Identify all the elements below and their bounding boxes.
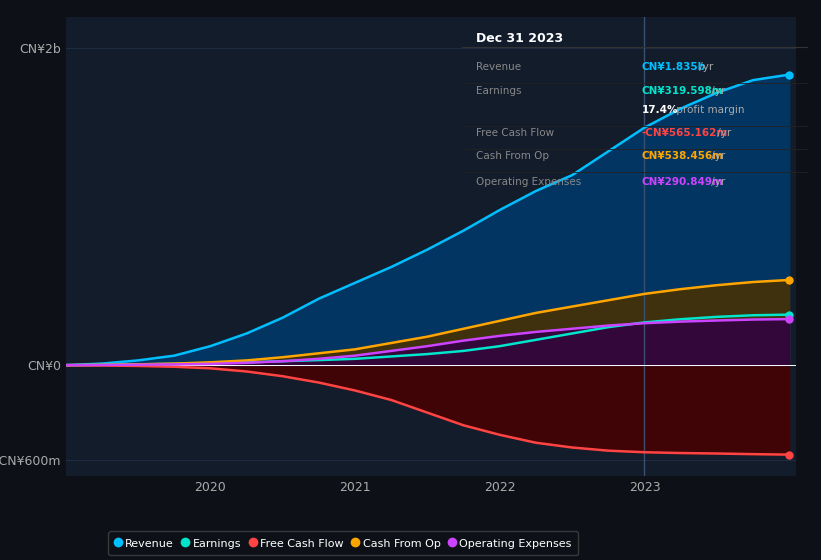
- Text: /yr: /yr: [708, 151, 725, 161]
- Text: Free Cash Flow: Free Cash Flow: [476, 128, 554, 138]
- Text: Cash From Op: Cash From Op: [476, 151, 549, 161]
- Text: 17.4%: 17.4%: [641, 105, 678, 115]
- Text: Earnings: Earnings: [476, 86, 521, 96]
- Text: /yr: /yr: [713, 128, 731, 138]
- Text: Revenue: Revenue: [476, 62, 521, 72]
- Text: /yr: /yr: [708, 86, 725, 96]
- Text: CN¥319.598m: CN¥319.598m: [641, 86, 723, 96]
- Text: profit margin: profit margin: [672, 105, 744, 115]
- Text: CN¥1.835b: CN¥1.835b: [641, 62, 706, 72]
- Legend: Revenue, Earnings, Free Cash Flow, Cash From Op, Operating Expenses: Revenue, Earnings, Free Cash Flow, Cash …: [108, 531, 578, 556]
- Text: /yr: /yr: [708, 176, 725, 186]
- Text: CN¥538.456m: CN¥538.456m: [641, 151, 723, 161]
- Text: CN¥290.849m: CN¥290.849m: [641, 176, 723, 186]
- Text: -CN¥565.162m: -CN¥565.162m: [641, 128, 727, 138]
- Text: Operating Expenses: Operating Expenses: [476, 176, 581, 186]
- Text: Dec 31 2023: Dec 31 2023: [476, 31, 563, 44]
- Text: /yr: /yr: [696, 62, 713, 72]
